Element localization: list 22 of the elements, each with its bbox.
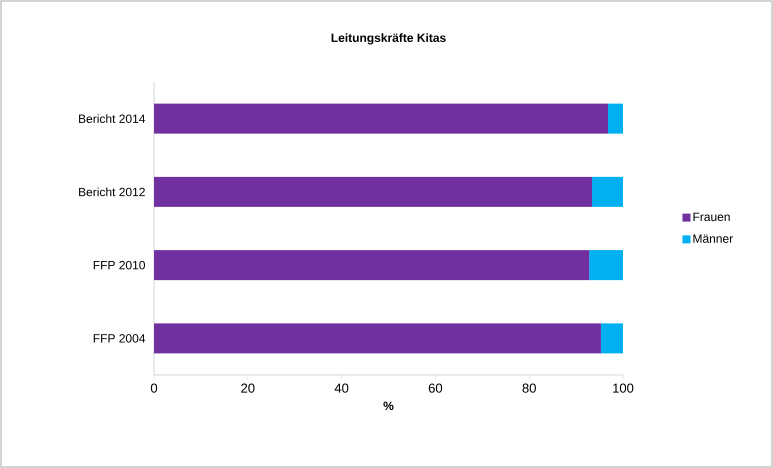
bar bbox=[154, 176, 592, 207]
x-tick-label: 80 bbox=[522, 384, 536, 393]
chart-title: Leitungskräfte Kitas bbox=[332, 33, 446, 44]
x-tick-label: 20 bbox=[241, 384, 255, 393]
y-tick-label: FFP 2004 bbox=[94, 334, 146, 343]
bar bbox=[608, 104, 623, 134]
bar bbox=[154, 323, 601, 354]
y-tick-label: Bericht 2012 bbox=[79, 187, 145, 196]
x-tick-label: 100 bbox=[613, 384, 634, 393]
legend-label: Männer bbox=[693, 234, 733, 243]
bar bbox=[600, 323, 623, 354]
x-tick-label: 40 bbox=[334, 384, 348, 393]
x-tick-label: 60 bbox=[428, 384, 442, 393]
x-axis-title: % bbox=[383, 402, 394, 410]
x-tick-label: 0 bbox=[150, 384, 158, 393]
bar bbox=[589, 250, 623, 280]
bar bbox=[154, 250, 590, 280]
bar bbox=[592, 176, 623, 207]
y-tick-label: Bericht 2014 bbox=[79, 114, 146, 124]
legend-label: Frauen bbox=[693, 212, 730, 222]
y-tick-label: FFP 2010 bbox=[94, 260, 145, 270]
bar bbox=[154, 104, 608, 134]
